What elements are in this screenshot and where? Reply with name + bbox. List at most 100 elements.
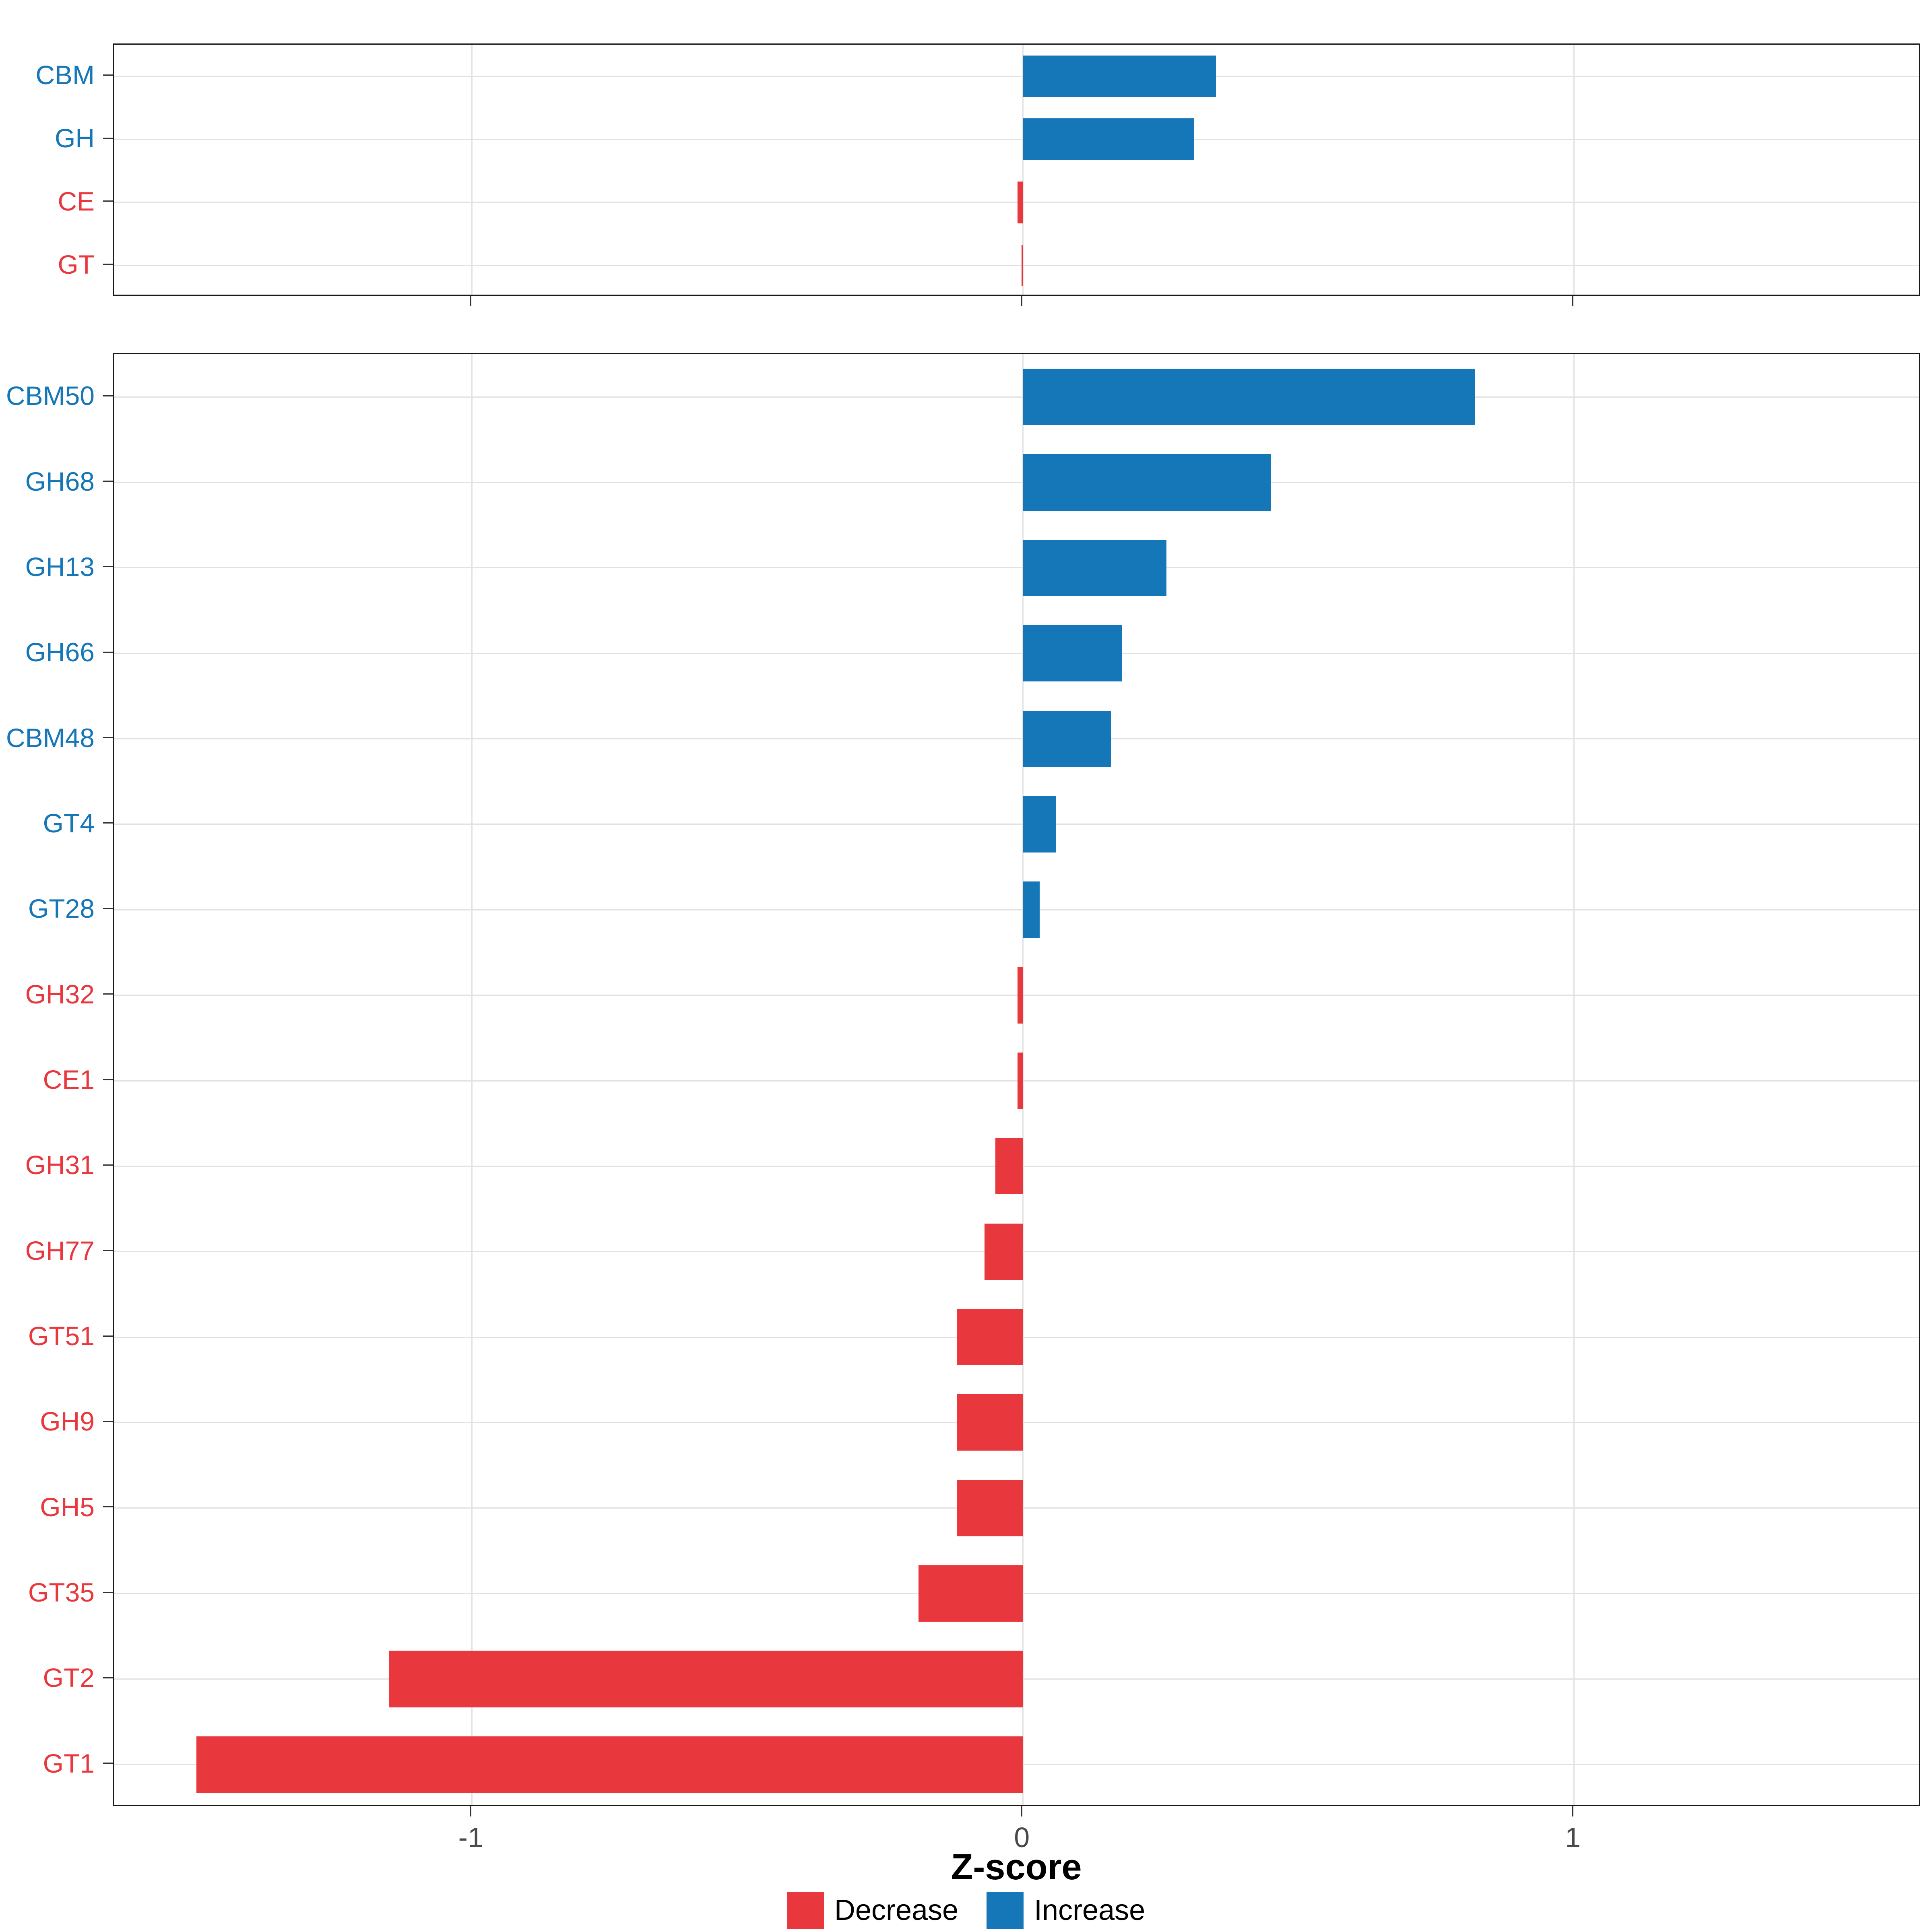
gridline-horizontal — [114, 265, 1919, 266]
bar-GH5 — [957, 1480, 1023, 1536]
y-axis-tick — [103, 908, 113, 909]
x-axis-tick — [470, 1806, 472, 1816]
category-label-GT2: GT2 — [43, 1663, 95, 1693]
y-axis-tick — [103, 1250, 113, 1251]
category-label-GH13: GH13 — [25, 551, 95, 582]
x-axis-tick-label: 0 — [1014, 1822, 1030, 1853]
category-label-GH32: GH32 — [25, 979, 95, 1009]
gridline-vertical — [1573, 45, 1575, 295]
bar-CBM50 — [1023, 369, 1475, 425]
y-axis-tick — [103, 1335, 113, 1337]
bar-GT51 — [957, 1309, 1023, 1366]
gridline-horizontal — [114, 138, 1919, 140]
gridline-horizontal — [114, 995, 1919, 996]
category-label-GT51: GT51 — [28, 1321, 95, 1351]
bar-CE1 — [1018, 1052, 1023, 1109]
bar-GH32 — [1018, 967, 1023, 1024]
gridline-horizontal — [114, 909, 1919, 910]
category-label-GT4: GT4 — [43, 808, 95, 838]
y-axis-tick — [103, 993, 113, 995]
bar-GH66 — [1023, 625, 1123, 682]
bar-GT2 — [389, 1651, 1023, 1707]
gridline-horizontal — [114, 396, 1919, 398]
legend-label-increase: Increase — [1034, 1894, 1146, 1926]
category-label-GT1: GT1 — [43, 1748, 95, 1778]
category-label-CBM48: CBM48 — [6, 722, 95, 753]
y-axis-tick — [103, 200, 113, 202]
legend: Decrease Increase — [0, 1892, 1932, 1929]
gridline-vertical — [1573, 354, 1575, 1805]
x-axis-tick — [1021, 1806, 1023, 1816]
category-label-CBM: CBM — [35, 60, 95, 90]
x-axis-tick — [470, 296, 472, 306]
category-label-GH9: GH9 — [40, 1406, 95, 1437]
y-axis-tick — [103, 1763, 113, 1764]
subfamily-panel — [113, 353, 1920, 1806]
legend-swatch-increase — [987, 1892, 1024, 1929]
category-label-GH66: GH66 — [25, 637, 95, 667]
legend-item-increase: Increase — [987, 1892, 1145, 1929]
y-axis-tick — [103, 1591, 113, 1593]
bar-GT1 — [196, 1736, 1023, 1793]
y-axis-tick — [103, 137, 113, 139]
y-axis-tick — [103, 264, 113, 265]
bar-GH77 — [984, 1223, 1023, 1280]
y-axis-tick — [103, 1079, 113, 1080]
gridline-horizontal — [114, 652, 1919, 654]
gridline-vertical — [1022, 45, 1024, 295]
category-label-CE: CE — [58, 186, 95, 216]
legend-item-decrease: Decrease — [786, 1892, 958, 1929]
y-axis-tick — [103, 1164, 113, 1166]
bar-GH — [1023, 118, 1194, 160]
category-label-GH5: GH5 — [40, 1492, 95, 1522]
gridline-horizontal — [114, 482, 1919, 483]
category-label-GH31: GH31 — [25, 1150, 95, 1180]
x-axis-tick-label: 1 — [1565, 1822, 1581, 1853]
x-axis-title: Z-score — [951, 1847, 1082, 1887]
y-axis-tick — [103, 651, 113, 653]
category-label-GT28: GT28 — [28, 894, 95, 924]
y-axis-tick — [103, 395, 113, 396]
bar-CBM48 — [1023, 710, 1111, 767]
bar-GT28 — [1023, 881, 1040, 938]
x-axis-tick — [1572, 1806, 1574, 1816]
bar-GH9 — [957, 1394, 1023, 1451]
bar-GH31 — [995, 1138, 1023, 1195]
legend-swatch-decrease — [786, 1892, 824, 1929]
gridline-horizontal — [114, 202, 1919, 203]
category-label-GH68: GH68 — [25, 466, 95, 496]
bar-GT — [1021, 244, 1023, 287]
bar-GH68 — [1023, 454, 1271, 511]
gridline-horizontal — [114, 738, 1919, 740]
gridline-vertical — [1022, 354, 1024, 1805]
y-axis-tick — [103, 74, 113, 76]
family-panel — [113, 43, 1920, 296]
y-axis-tick — [103, 737, 113, 739]
category-label-GT: GT — [58, 249, 95, 279]
category-label-GH: GH — [55, 123, 95, 153]
y-axis-tick — [103, 566, 113, 568]
gridline-horizontal — [114, 75, 1919, 77]
y-axis-tick — [103, 1420, 113, 1422]
category-label-CBM50: CBM50 — [6, 381, 95, 411]
bar-GH13 — [1023, 539, 1166, 596]
y-axis-tick — [103, 1506, 113, 1508]
category-label-CE1: CE1 — [43, 1065, 95, 1094]
y-axis-tick — [103, 1677, 113, 1678]
bar-CBM — [1023, 55, 1216, 97]
category-label-GH77: GH77 — [25, 1235, 95, 1265]
x-axis-tick — [1021, 296, 1023, 306]
gridline-horizontal — [114, 567, 1919, 569]
gridline-vertical — [471, 45, 473, 295]
gridline-horizontal — [114, 824, 1919, 825]
gridline-horizontal — [114, 1080, 1919, 1082]
x-axis-tick — [1572, 296, 1574, 306]
gridline-vertical — [471, 354, 473, 1805]
x-axis-tick-label: -1 — [458, 1822, 483, 1853]
bar-GT4 — [1023, 796, 1056, 852]
y-axis-tick — [103, 481, 113, 482]
bar-GT35 — [918, 1565, 1023, 1622]
category-label-GT35: GT35 — [28, 1577, 95, 1608]
y-axis-tick — [103, 822, 113, 824]
